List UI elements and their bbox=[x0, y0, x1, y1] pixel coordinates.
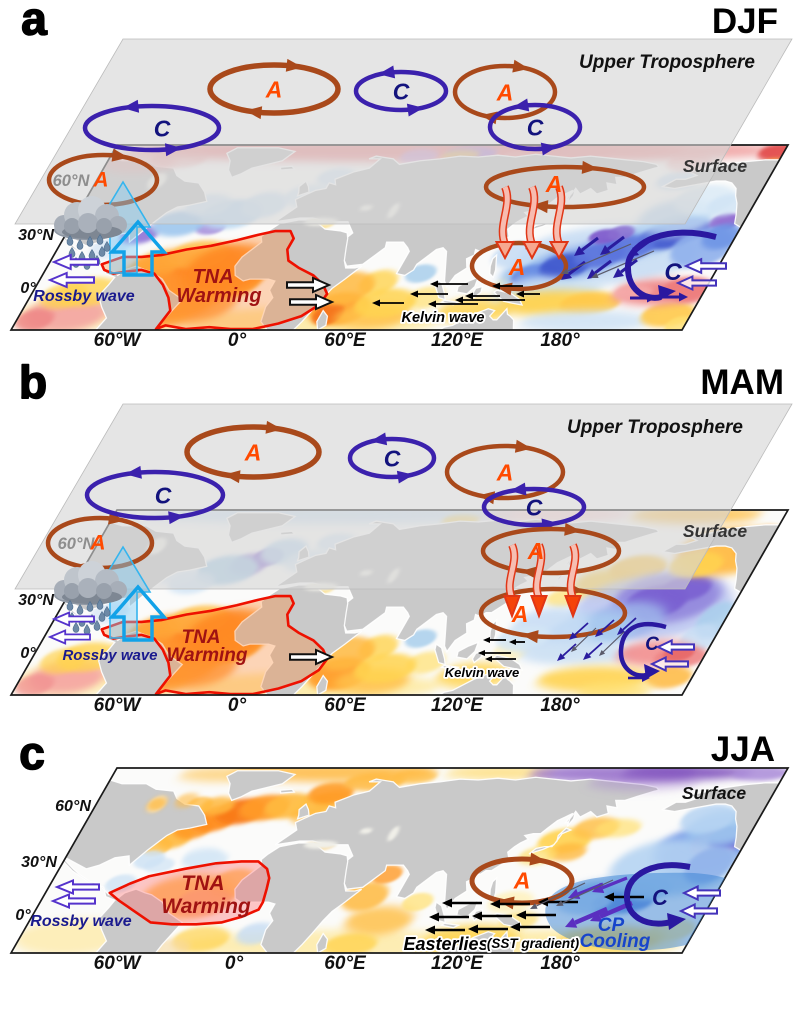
svg-text:C: C bbox=[384, 445, 401, 471]
svg-text:A: A bbox=[496, 79, 514, 105]
svg-text:60°W: 60°W bbox=[94, 330, 143, 351]
svg-text:Surface: Surface bbox=[683, 156, 747, 176]
svg-text:C: C bbox=[527, 114, 544, 140]
svg-text:Rossby wave: Rossby wave bbox=[62, 647, 157, 664]
svg-text:60°N: 60°N bbox=[58, 535, 96, 553]
svg-text:120°E: 120°E bbox=[431, 695, 484, 716]
svg-text:0°: 0° bbox=[228, 695, 247, 716]
svg-text:0°: 0° bbox=[20, 645, 36, 662]
svg-text:60°E: 60°E bbox=[324, 953, 367, 974]
svg-text:0°: 0° bbox=[225, 953, 244, 974]
svg-text:TNA: TNA bbox=[192, 266, 233, 288]
svg-text:Kelvin wave: Kelvin wave bbox=[401, 310, 484, 326]
svg-text:Kelvin wave: Kelvin wave bbox=[445, 665, 519, 680]
svg-text:CP: CP bbox=[598, 915, 625, 936]
svg-text:Rossby wave: Rossby wave bbox=[33, 288, 134, 305]
svg-text:A: A bbox=[513, 867, 531, 893]
svg-text:Surface: Surface bbox=[682, 783, 746, 803]
svg-text:C: C bbox=[664, 259, 682, 286]
svg-text:A: A bbox=[92, 169, 108, 192]
svg-text:60°E: 60°E bbox=[324, 330, 367, 351]
svg-text:30°N: 30°N bbox=[18, 592, 54, 609]
svg-text:180°: 180° bbox=[540, 953, 580, 974]
svg-text:A: A bbox=[545, 171, 563, 197]
svg-text:b: b bbox=[19, 356, 47, 408]
svg-text:0°: 0° bbox=[15, 907, 31, 924]
svg-text:60°W: 60°W bbox=[94, 695, 143, 716]
svg-text:JJA: JJA bbox=[711, 730, 775, 769]
svg-text:120°E: 120°E bbox=[431, 330, 484, 351]
svg-text:(SST gradient): (SST gradient) bbox=[487, 936, 580, 951]
svg-text:Warming: Warming bbox=[161, 895, 251, 918]
svg-text:Easterlies: Easterlies bbox=[403, 934, 488, 954]
svg-text:Warming: Warming bbox=[176, 285, 261, 307]
svg-text:C: C bbox=[645, 634, 659, 655]
svg-text:A: A bbox=[265, 76, 283, 102]
svg-text:A: A bbox=[508, 254, 526, 280]
svg-text:A: A bbox=[244, 439, 262, 465]
svg-text:TNA: TNA bbox=[181, 872, 224, 895]
svg-text:0°: 0° bbox=[20, 280, 36, 297]
svg-text:Warming: Warming bbox=[167, 645, 248, 666]
svg-text:TNA: TNA bbox=[181, 627, 220, 648]
svg-text:60°N: 60°N bbox=[53, 172, 91, 190]
svg-text:C: C bbox=[154, 115, 171, 141]
svg-text:60°E: 60°E bbox=[324, 695, 367, 716]
svg-text:Rossby wave: Rossby wave bbox=[30, 913, 131, 930]
svg-text:Upper Troposphere: Upper Troposphere bbox=[567, 417, 743, 438]
svg-text:A: A bbox=[89, 532, 105, 555]
svg-text:120°E: 120°E bbox=[431, 953, 484, 974]
svg-text:0°: 0° bbox=[228, 330, 247, 351]
svg-text:C: C bbox=[526, 494, 543, 520]
svg-text:DJF: DJF bbox=[712, 2, 778, 41]
svg-text:Upper Troposphere: Upper Troposphere bbox=[579, 52, 755, 73]
svg-text:60°N: 60°N bbox=[55, 798, 91, 815]
svg-text:A: A bbox=[527, 538, 545, 564]
svg-text:180°: 180° bbox=[540, 695, 580, 716]
svg-text:Cooling: Cooling bbox=[580, 931, 651, 952]
svg-text:MAM: MAM bbox=[700, 363, 784, 402]
svg-text:180°: 180° bbox=[540, 330, 580, 351]
svg-text:C: C bbox=[652, 885, 669, 910]
svg-text:A: A bbox=[511, 601, 529, 627]
svg-text:60°W: 60°W bbox=[94, 953, 143, 974]
svg-text:Surface: Surface bbox=[683, 521, 747, 541]
svg-text:C: C bbox=[155, 482, 172, 508]
svg-text:c: c bbox=[19, 727, 45, 779]
svg-text:C: C bbox=[393, 78, 410, 104]
svg-text:A: A bbox=[496, 459, 514, 485]
svg-text:30°N: 30°N bbox=[21, 854, 57, 871]
svg-text:a: a bbox=[21, 0, 47, 45]
svg-text:30°N: 30°N bbox=[18, 227, 54, 244]
